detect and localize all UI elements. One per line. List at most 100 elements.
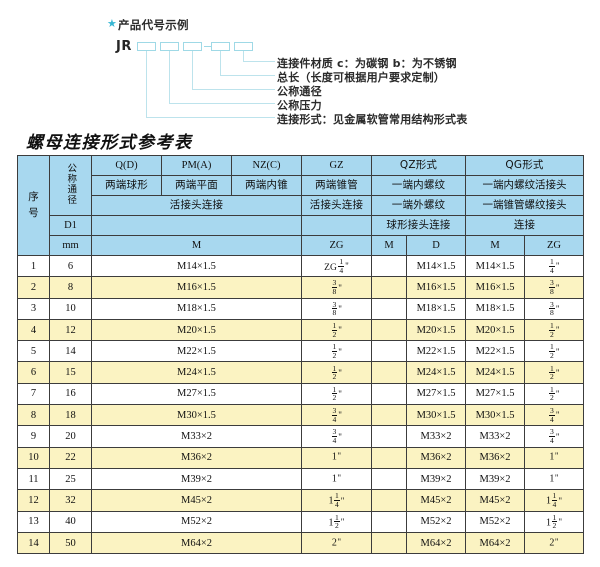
cell-gz: 1 2 "	[301, 361, 372, 384]
cell-qz-m	[371, 382, 407, 406]
cell-gz: 1 2 "	[301, 340, 372, 363]
cell-qz-d: M36×2	[405, 446, 467, 469]
cell-qz-m	[371, 489, 407, 512]
header-row4-1	[301, 215, 372, 236]
cell-m-main: M39×2	[91, 467, 302, 491]
cell-nominal-diameter: 15	[49, 361, 92, 384]
leader-line-material-v	[243, 51, 244, 61]
cell-qz-d: M18×1.5	[405, 297, 467, 320]
code-box-2	[160, 42, 179, 51]
cell-seq: 4	[17, 318, 50, 342]
leader-line-connection-type-h	[146, 117, 275, 118]
header-seq: 序 号	[17, 155, 50, 256]
code-separator-dash	[204, 46, 211, 47]
header-group-desc-5: 一端内螺纹活接头	[465, 175, 585, 196]
header-group-code-3: GZ	[301, 155, 372, 176]
header-unit-0: M	[91, 235, 302, 256]
page-title: 螺母连接形式参考表	[26, 133, 193, 153]
cell-qz-d: M20×1.5	[405, 318, 467, 342]
cell-gz: 2"	[301, 531, 372, 555]
cell-seq: 8	[17, 404, 50, 427]
cell-qz-m	[371, 254, 407, 278]
header-row4-0	[91, 215, 302, 236]
cell-qg-m: M30×1.5	[465, 404, 526, 427]
header-row4-3: 连接	[465, 215, 585, 236]
header-group-code-2: NZ(C)	[231, 155, 302, 176]
cell-qg-m: M64×2	[465, 531, 526, 555]
cell-qg-m: M24×1.5	[465, 361, 526, 384]
header-group-desc-0: 两端球形	[91, 175, 162, 196]
cell-nominal-diameter: 50	[49, 531, 92, 555]
product-code-heading: 产品代号示例	[118, 18, 189, 32]
cell-qz-m	[371, 467, 407, 491]
header-d1: D1	[49, 215, 92, 236]
cell-seq: 9	[17, 425, 50, 448]
table-row: 3 10 M18×1.5 3 8 " M18×1.5 M18×1.5 3 8 "	[17, 297, 585, 320]
cell-qz-m	[371, 340, 407, 363]
cell-qg-m: M22×1.5	[465, 340, 526, 363]
cell-seq: 1	[17, 254, 50, 278]
cell-qz-d: M33×2	[405, 425, 467, 448]
code-box-3	[183, 42, 202, 51]
cell-qz-d: M45×2	[405, 489, 467, 512]
table-row: 10 22 M36×2 1" M36×2 M36×2 1"	[17, 446, 585, 469]
header-unit-1: ZG	[301, 235, 372, 256]
header-nominal-diameter-label: 公称通径	[65, 162, 77, 205]
cell-seq: 7	[17, 382, 50, 406]
cell-qz-m	[371, 361, 407, 384]
cell-seq: 5	[17, 340, 50, 363]
header-group-desc-3: 两端锥管	[301, 175, 372, 196]
code-label-connection-type: 连接形式：见金属软管常用结构形式表	[277, 113, 468, 126]
cell-qg-zg: 1 2 "	[524, 361, 585, 384]
cell-qg-m: M39×2	[465, 467, 526, 491]
cell-gz: 1 2 "	[301, 318, 372, 342]
cell-gz: 1 1 2 "	[301, 510, 372, 533]
table-row: 11 25 M39×2 1" M39×2 M39×2 1"	[17, 467, 585, 491]
cell-nominal-diameter: 8	[49, 276, 92, 299]
header-unit-5: ZG	[524, 235, 585, 256]
cell-qg-zg: 1"	[524, 467, 585, 491]
cell-gz: 1 2 "	[301, 382, 372, 406]
cell-gz: 1"	[301, 467, 372, 491]
cell-qz-d: M39×2	[405, 467, 467, 491]
code-label-length: 总长（长度可根据用户要求定制）	[277, 71, 445, 84]
code-box-4	[211, 42, 230, 51]
cell-qg-m: M36×2	[465, 446, 526, 469]
cell-m-main: M36×2	[91, 446, 302, 469]
cell-qz-d: M22×1.5	[405, 340, 467, 363]
table-body: 1 6 M14×1.5 ZG 1 4 " M14×1.5 M14×1.5 1 4 " 2 8 M16×1.5…	[17, 254, 585, 555]
cell-qg-m: M45×2	[465, 489, 526, 512]
cell-nominal-diameter: 10	[49, 297, 92, 320]
cell-gz: 1 1 4 "	[301, 489, 372, 512]
cell-qg-zg: 1"	[524, 446, 585, 469]
cell-qz-d: M64×2	[405, 531, 467, 555]
header-row-desc: 两端球形 两端平面 两端内锥 两端锥管 一端内螺纹 一端内螺纹活接头	[18, 175, 585, 196]
cell-qz-m	[371, 531, 407, 555]
cell-qg-m: M27×1.5	[465, 382, 526, 406]
cell-qg-zg: 1 2 "	[524, 340, 585, 363]
table-row: 7 16 M27×1.5 1 2 " M27×1.5 M27×1.5 1 2 "	[17, 382, 585, 406]
cell-qg-zg: 1 4 "	[524, 254, 585, 278]
table-row: 2 8 M16×1.5 3 8 " M16×1.5 M16×1.5 3 8 "	[17, 276, 585, 299]
cell-seq: 14	[17, 531, 50, 555]
table-row: 1 6 M14×1.5 ZG 1 4 " M14×1.5 M14×1.5 1 4 "	[17, 254, 585, 278]
cell-nominal-diameter: 25	[49, 467, 92, 491]
cell-seq: 11	[17, 467, 50, 491]
leader-line-nominal-diameter-v	[192, 51, 193, 89]
cell-m-main: M18×1.5	[91, 297, 302, 320]
cell-qz-d: M16×1.5	[405, 276, 467, 299]
cell-qz-m	[371, 446, 407, 469]
code-box-5	[234, 42, 253, 51]
header-group-desc-4: 一端内螺纹	[370, 175, 467, 196]
table-row: 14 50 M64×2 2" M64×2 M64×2 2"	[17, 531, 585, 555]
header-group-code-5: QG形式	[465, 155, 585, 176]
cell-nominal-diameter: 6	[49, 254, 92, 278]
cell-nominal-diameter: 40	[49, 510, 92, 533]
cell-qg-m: M16×1.5	[465, 276, 526, 299]
leader-line-nominal-diameter-h	[192, 89, 275, 90]
cell-qg-zg: 3 4 "	[524, 425, 585, 448]
leader-line-connection-type-v	[146, 51, 147, 117]
cell-seq: 3	[17, 297, 50, 320]
cell-nominal-diameter: 18	[49, 404, 92, 427]
cell-seq: 10	[17, 446, 50, 469]
